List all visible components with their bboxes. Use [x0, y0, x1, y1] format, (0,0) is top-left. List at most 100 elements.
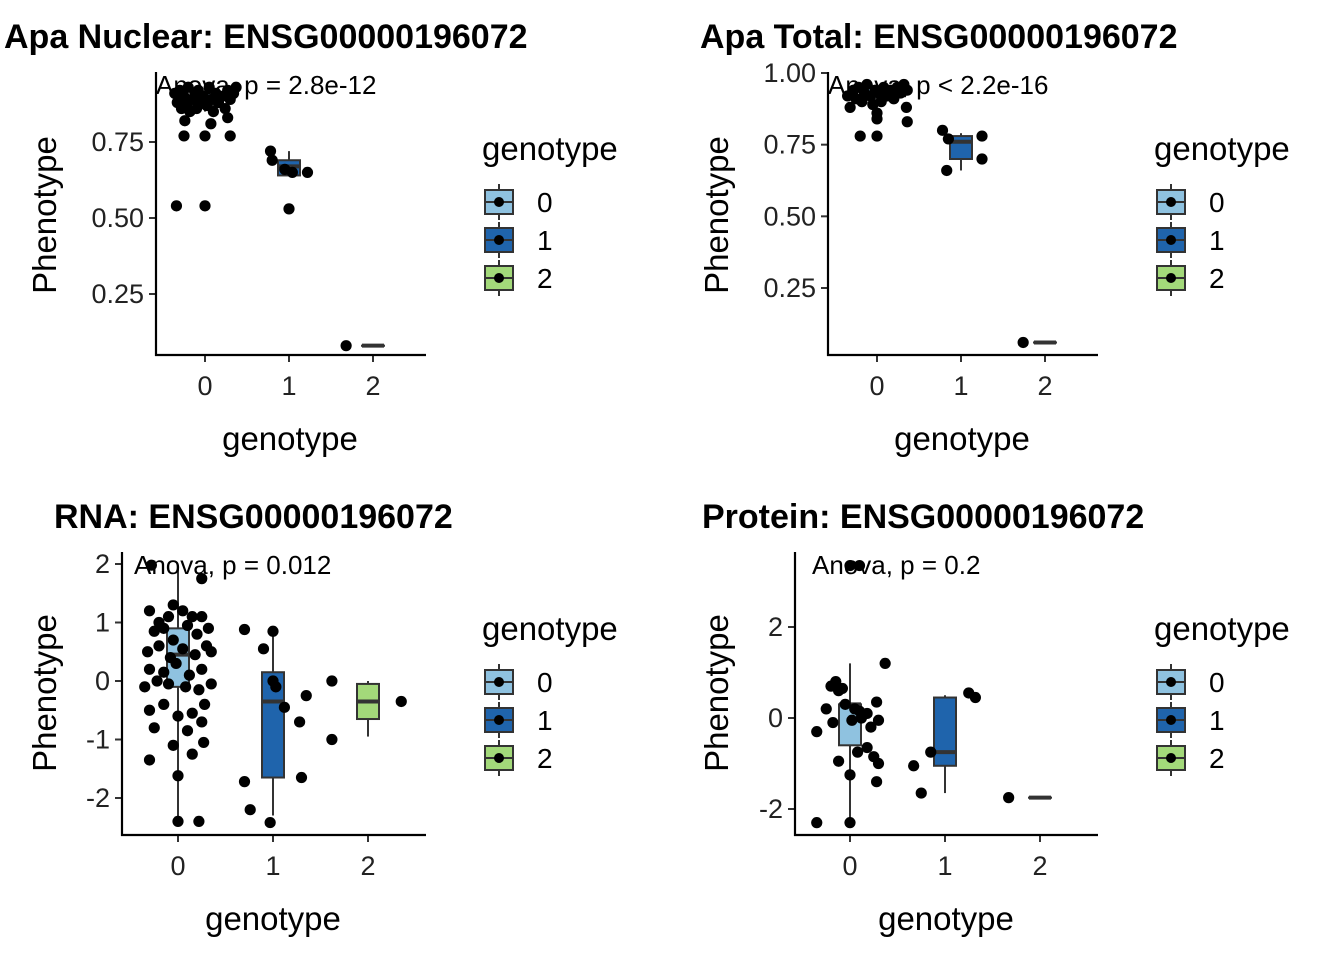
- data-point: [820, 703, 832, 715]
- panel-protein: Protein: ENSG00000196072 genotype Phenot…: [698, 498, 1290, 937]
- data-point: [186, 611, 198, 623]
- legend-label: 2: [537, 743, 553, 774]
- legend-key-1: [1156, 702, 1186, 738]
- legend-key-0: [484, 664, 514, 700]
- data-point: [1003, 792, 1015, 804]
- data-point: [936, 124, 949, 136]
- data-point: [836, 682, 849, 695]
- x-axis-title: genotype: [878, 900, 1014, 937]
- x-tick-label: 0: [869, 371, 884, 401]
- data-point: [294, 716, 306, 728]
- x-axis-title: genotype: [222, 420, 358, 457]
- data-point: [266, 154, 278, 166]
- data-point: [846, 714, 858, 726]
- data-point: [202, 622, 214, 634]
- legend-key-0: [1156, 184, 1186, 220]
- data-point: [143, 754, 156, 766]
- axis-ticks: 0.25 0.50 0.75 1.00 0 1 2: [763, 58, 1052, 401]
- data-point: [238, 776, 251, 788]
- panel-apa-total: Apa Total: ENSG00000196072 genotype Phen…: [698, 18, 1290, 457]
- data-point: [196, 573, 208, 585]
- data-point: [177, 643, 189, 655]
- y-tick-label: 0.75: [91, 127, 144, 157]
- data-point: [969, 691, 982, 704]
- data-point: [151, 675, 163, 687]
- box: [261, 671, 285, 779]
- data-point: [901, 84, 913, 96]
- legend-title: genotype: [482, 610, 618, 647]
- y-tick-label: 0.50: [763, 201, 816, 231]
- data-point: [855, 712, 868, 724]
- boxplots: [193, 84, 385, 348]
- legend-label: 0: [1209, 667, 1225, 698]
- legend: genotype 0 1 2: [1154, 130, 1290, 296]
- x-tick-label: 2: [360, 851, 375, 881]
- y-axis-title: Phenotype: [698, 136, 735, 294]
- data-point: [941, 164, 953, 177]
- data-point: [340, 340, 352, 352]
- data-point: [162, 611, 175, 623]
- data-point: [178, 130, 190, 142]
- data-point: [230, 81, 242, 93]
- legend-point: [494, 235, 504, 245]
- anova-label: Anova, p = 2.8e-12: [156, 70, 376, 100]
- anova-label: Anova, p < 2.2e-16: [828, 70, 1048, 100]
- data-point: [833, 755, 845, 767]
- data-point: [267, 625, 279, 637]
- panel-rna: RNA: ENSG00000196072 genotype Phenotype …: [26, 498, 618, 937]
- legend-label: 2: [1209, 263, 1225, 294]
- legend-point: [1166, 197, 1176, 207]
- legend: genotype 0 1 2: [482, 130, 618, 296]
- data-point: [142, 646, 154, 658]
- y-tick-label: 1.00: [763, 58, 816, 88]
- data-point: [179, 115, 191, 127]
- data-point: [915, 787, 927, 799]
- boxplot-1: [261, 631, 285, 816]
- data-point: [153, 640, 165, 652]
- y-tick-label: 0: [95, 666, 110, 696]
- data-point: [196, 611, 208, 623]
- data-point: [205, 646, 217, 658]
- panel-title: Apa Total: ENSG00000196072: [700, 18, 1178, 56]
- y-tick-label: 0.50: [91, 203, 144, 233]
- data-point: [170, 200, 183, 212]
- data-point: [167, 739, 179, 751]
- data-point: [199, 130, 211, 142]
- data-point: [861, 78, 873, 91]
- data-point: [219, 102, 231, 115]
- data-point: [908, 760, 920, 772]
- legend-key-2: [1156, 740, 1186, 776]
- legend-point: [494, 273, 504, 283]
- data-point: [145, 559, 157, 571]
- data-point: [872, 714, 885, 726]
- data-point: [198, 736, 210, 749]
- axis-ticks: -2 0 2 0 1 2: [759, 612, 1048, 881]
- data-point: [871, 696, 883, 708]
- data-point: [158, 698, 170, 711]
- data-point: [900, 101, 913, 113]
- legend-title: genotype: [1154, 130, 1290, 167]
- anova-label: Anova, p = 0.012: [134, 550, 331, 580]
- data-point: [871, 130, 883, 142]
- data-point: [207, 106, 219, 118]
- legend-key-2: [484, 740, 514, 776]
- data-point: [189, 649, 201, 661]
- data-point: [844, 559, 856, 572]
- y-axis-title: Phenotype: [698, 614, 735, 772]
- axis-ticks: -2 -1 0 1 2 0 1 2: [86, 549, 376, 881]
- data-point: [167, 634, 179, 646]
- data-point: [861, 741, 873, 754]
- legend-point: [494, 753, 504, 763]
- data-point: [199, 200, 211, 212]
- x-tick-label: 1: [265, 851, 280, 881]
- boxplot-1: [949, 133, 973, 171]
- data-point: [257, 643, 270, 655]
- data-point: [976, 153, 988, 165]
- data-point: [854, 130, 866, 142]
- legend-label: 0: [537, 667, 553, 698]
- data-point: [827, 716, 839, 729]
- boxplots: [838, 663, 1052, 823]
- legend-label: 0: [1209, 187, 1225, 218]
- y-tick-label: 0: [768, 703, 783, 733]
